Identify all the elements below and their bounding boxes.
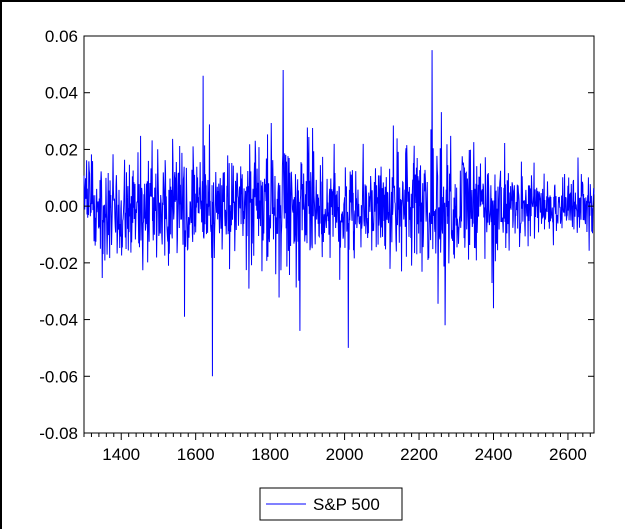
series-line-sp500 xyxy=(83,50,595,377)
y-tick-label: 0.00 xyxy=(45,197,78,216)
series-group xyxy=(83,50,595,377)
y-axis: 0.06 0.04 0.02 0.00 -0.02 -0.04 -0.06 -0.08 xyxy=(39,27,594,443)
x-tick-label: 2400 xyxy=(475,445,513,464)
x-tick-label: 1800 xyxy=(251,445,289,464)
legend: S&P 500 xyxy=(259,487,403,521)
y-tick-label: 0.06 xyxy=(45,27,78,46)
y-tick-label: 0.04 xyxy=(45,84,78,103)
x-tick-label: 2200 xyxy=(400,445,438,464)
x-tick-label: 1600 xyxy=(177,445,215,464)
y-tick-label: -0.02 xyxy=(39,254,78,273)
legend-label-sp500: S&P 500 xyxy=(313,495,380,514)
x-tick-label: 1400 xyxy=(102,445,140,464)
x-tick-label: 2600 xyxy=(549,445,587,464)
x-tick-label: 2000 xyxy=(326,445,364,464)
y-tick-label: 0.02 xyxy=(45,140,78,159)
x-axis: 1400 1600 1800 2000 2200 2400 2600 xyxy=(83,433,591,464)
y-tick-label: -0.06 xyxy=(39,367,78,386)
y-tick-label: -0.08 xyxy=(39,424,78,443)
y-tick-label: -0.04 xyxy=(39,311,78,330)
